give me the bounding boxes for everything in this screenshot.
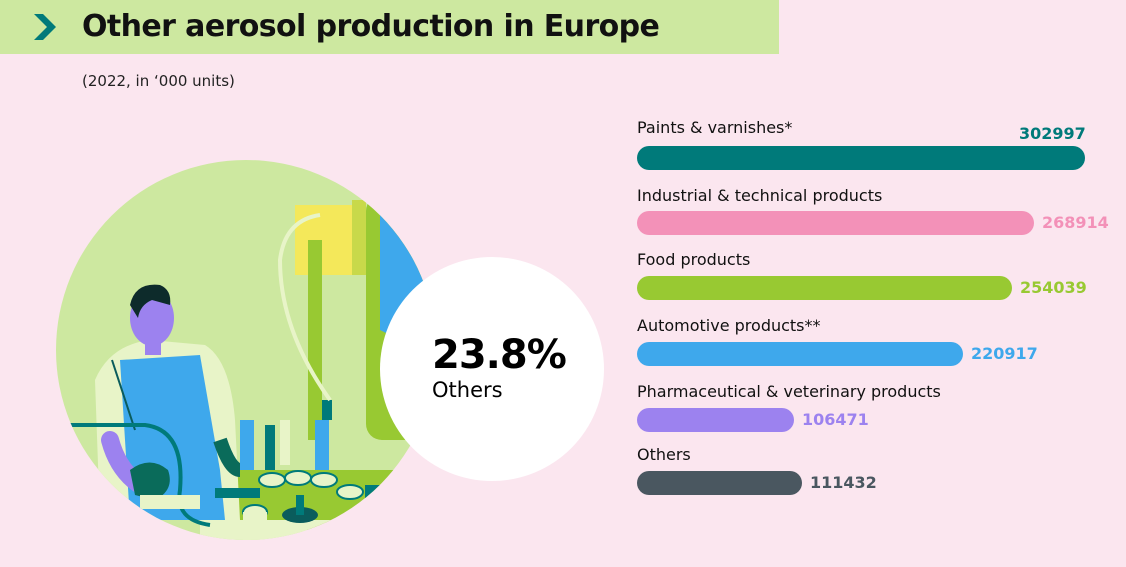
category-label: Paints & varnishes* bbox=[637, 118, 793, 137]
page-subtitle: (2022, in ‘000 units) bbox=[82, 72, 235, 90]
bar bbox=[637, 276, 1012, 300]
category-label: Industrial & technical products bbox=[637, 186, 883, 205]
value-label: 106471 bbox=[802, 410, 869, 429]
value-label: 220917 bbox=[971, 344, 1038, 363]
bar bbox=[637, 471, 802, 495]
category-label: Food products bbox=[637, 250, 751, 269]
highlight-value: 23.8% bbox=[432, 332, 567, 378]
value-label: 302997 bbox=[1019, 124, 1086, 143]
bar bbox=[637, 146, 1085, 170]
page-title: Other aerosol production in Europe bbox=[82, 9, 660, 44]
highlight-stat: 23.8% Others bbox=[432, 333, 592, 403]
bar bbox=[637, 408, 794, 432]
category-label: Automotive products** bbox=[637, 316, 821, 335]
bar bbox=[637, 211, 1034, 235]
title-band: Other aerosol production in Europe bbox=[0, 0, 779, 54]
category-label: Others bbox=[637, 445, 691, 464]
value-label: 111432 bbox=[810, 473, 877, 492]
value-label: 268914 bbox=[1042, 213, 1109, 232]
value-label: 254039 bbox=[1020, 278, 1087, 297]
bar bbox=[637, 342, 963, 366]
chevron-right-icon bbox=[34, 14, 56, 40]
highlight-label: Others bbox=[432, 378, 503, 402]
category-label: Pharmaceutical & veterinary products bbox=[637, 382, 941, 401]
